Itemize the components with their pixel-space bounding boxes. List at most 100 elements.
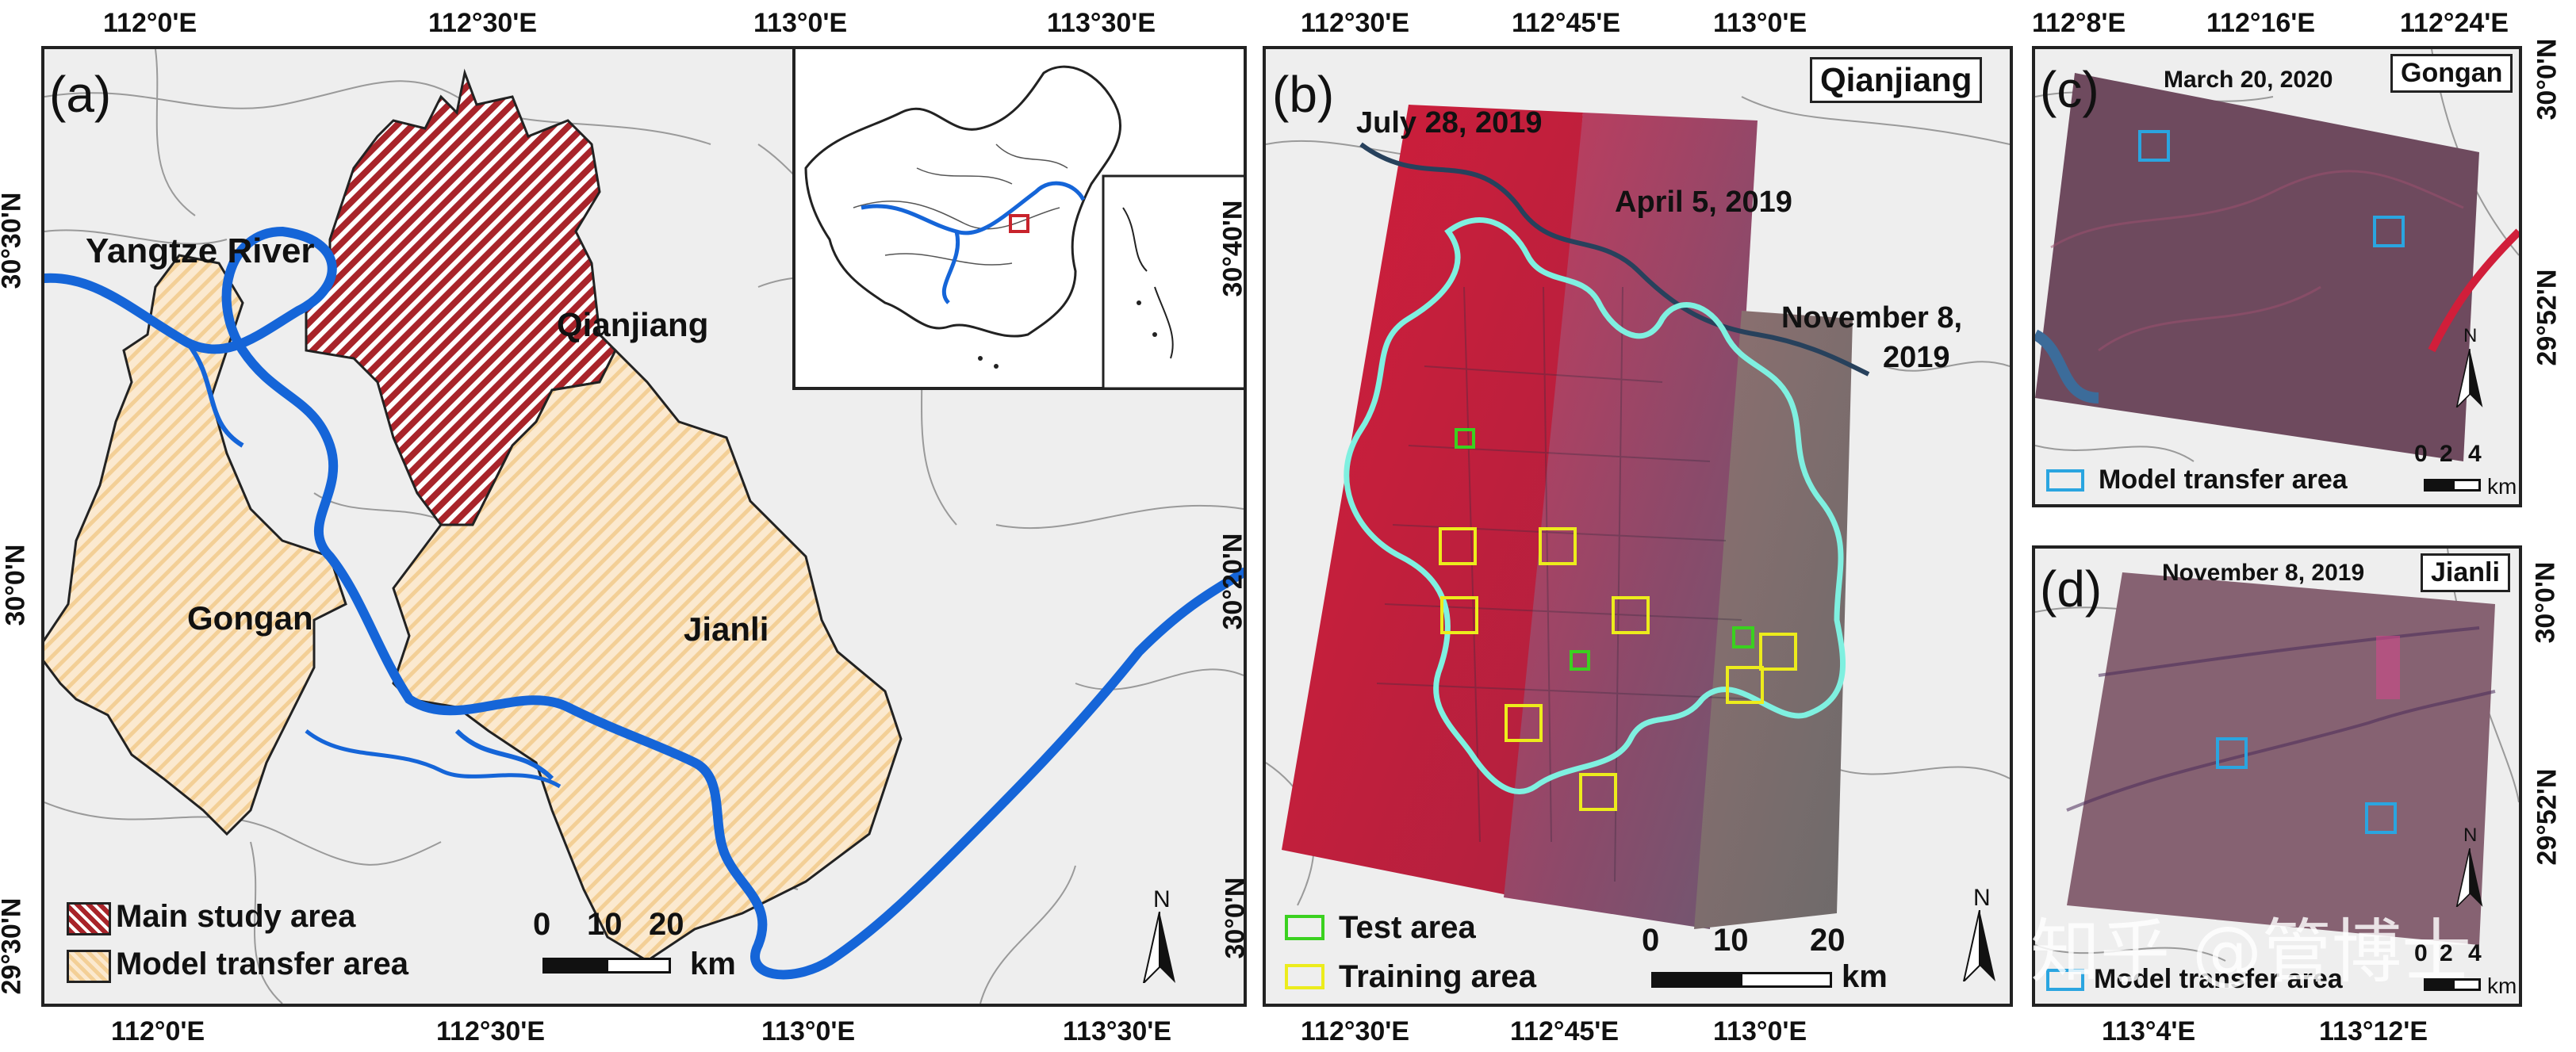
panel-a-map bbox=[41, 46, 1247, 1007]
scale-a-20: 20 bbox=[649, 907, 684, 942]
panel-a-bottom-tick: 113°30'E bbox=[1063, 1016, 1172, 1046]
panel-a-svg bbox=[44, 49, 1244, 1004]
jianli-label: Jianli bbox=[684, 610, 769, 648]
yangtze-river bbox=[44, 226, 1244, 980]
qianjiang-label: Qianjiang bbox=[557, 306, 709, 343]
panel-d-date: November 8, 2019 bbox=[2162, 560, 2365, 586]
scale-b-unit: km bbox=[1842, 959, 1888, 994]
panel-a-left-tick: 29°30'N bbox=[0, 897, 27, 995]
panel-c-map bbox=[2032, 46, 2522, 507]
panel-b-left-tick: 30°40'N bbox=[1217, 200, 1248, 297]
legend-transfer-swatch bbox=[67, 950, 111, 983]
north-d-label: N bbox=[2463, 824, 2478, 846]
legend-c-swatch bbox=[2046, 469, 2084, 492]
panel-c-right-tick: 29°52'N bbox=[2532, 269, 2563, 366]
scale-b-10: 10 bbox=[1713, 923, 1749, 958]
panel-b-left-tick: 30°0'N bbox=[1220, 877, 1251, 959]
china-inset bbox=[792, 49, 1244, 390]
panel-d-svg bbox=[2035, 549, 2519, 962]
scale-c-unit: km bbox=[2487, 474, 2517, 499]
jianli-region bbox=[392, 348, 903, 962]
scale-c-4: 4 bbox=[2468, 441, 2482, 467]
legend-test-swatch bbox=[1285, 915, 1324, 940]
legend-d-label: Model transfer area bbox=[2094, 964, 2343, 994]
river-label: Yangtze River bbox=[86, 231, 315, 270]
test-areas bbox=[1455, 428, 1754, 671]
training-areas bbox=[1439, 527, 1797, 811]
date-november-year: 2019 bbox=[1883, 341, 1950, 374]
north-b-label: N bbox=[1973, 885, 1991, 911]
panel-c-top-tick: 112°8'E bbox=[2032, 8, 2126, 38]
scale-a-unit: km bbox=[690, 947, 736, 981]
qianjiang-boundary bbox=[1344, 217, 1846, 794]
gongan-label: Gongan bbox=[187, 599, 313, 637]
panel-a-top-tick: 112°0'E bbox=[103, 8, 197, 38]
scale-a-0: 0 bbox=[533, 907, 551, 942]
panel-b-svg bbox=[1266, 96, 2010, 929]
scale-d-0: 0 bbox=[2414, 940, 2428, 966]
panel-a-bottom-tick: 113°0'E bbox=[761, 1016, 856, 1046]
panel-b-bottom-tick: 113°0'E bbox=[1713, 1016, 1807, 1046]
scale-bar-b bbox=[1651, 972, 1832, 988]
panel-a-left-tick: 30°30'N bbox=[0, 192, 27, 289]
panel-a-left-tick: 30°0'N bbox=[0, 544, 31, 626]
panel-d-bottom-tick: 113°4'E bbox=[2102, 1016, 2196, 1046]
image-strip-july bbox=[1282, 105, 1583, 897]
scale-a-10: 10 bbox=[587, 907, 623, 942]
legend-c-label: Model transfer area bbox=[2099, 465, 2348, 495]
scale-b-0: 0 bbox=[1642, 923, 1660, 958]
panel-b-left-tick: 30°20'N bbox=[1217, 533, 1248, 630]
watermark-text: 知乎 @管博士 bbox=[2030, 911, 2471, 993]
panel-a-top-tick: 112°30'E bbox=[428, 8, 538, 38]
north-arrow-a-icon bbox=[1142, 912, 1175, 983]
scale-d-4: 4 bbox=[2468, 940, 2482, 966]
north-arrow-c-icon bbox=[2455, 349, 2483, 407]
north-arrow-b-icon bbox=[1962, 910, 1995, 981]
panel-b-bottom-tick: 112°30'E bbox=[1301, 1016, 1410, 1046]
panel-b-top-tick: 112°45'E bbox=[1512, 8, 1621, 38]
date-november: November 8, bbox=[1781, 301, 1963, 335]
panel-a-top-tick: 113°30'E bbox=[1047, 8, 1156, 38]
gongan-image bbox=[2035, 73, 2479, 461]
north-c-label: N bbox=[2463, 325, 2478, 346]
scale-d-2: 2 bbox=[2440, 940, 2453, 966]
legend-transfer-label: Model transfer area bbox=[116, 947, 409, 981]
scale-bar-d bbox=[2424, 978, 2481, 991]
panel-d-right-tick: 29°52'N bbox=[2532, 768, 2563, 866]
panel-d-title: Jianli bbox=[2421, 553, 2510, 592]
legend-test-label: Test area bbox=[1339, 910, 1476, 945]
scale-b-20: 20 bbox=[1810, 923, 1846, 958]
panel-b-top-tick: 112°30'E bbox=[1301, 8, 1410, 38]
scale-c-0: 0 bbox=[2414, 441, 2428, 467]
panel-a-label: (a) bbox=[49, 66, 112, 123]
legend-d-swatch bbox=[2046, 969, 2084, 991]
scale-c-2: 2 bbox=[2440, 441, 2453, 467]
panel-a-bottom-tick: 112°0'E bbox=[111, 1016, 205, 1046]
panel-c-label: (c) bbox=[2040, 61, 2099, 118]
panel-d-bottom-tick: 113°12'E bbox=[2319, 1016, 2428, 1046]
legend-training-label: Training area bbox=[1339, 959, 1536, 994]
panel-c-right-tick: 30°0'N bbox=[2532, 38, 2563, 121]
panel-a-top-tick: 113°0'E bbox=[753, 8, 848, 38]
image-strip-nov bbox=[1694, 311, 1853, 929]
panel-a-bottom-tick: 112°30'E bbox=[436, 1016, 546, 1046]
panel-c-top-tick: 112°16'E bbox=[2206, 8, 2316, 38]
jianli-image bbox=[2067, 572, 2495, 945]
scale-bar-a bbox=[542, 958, 671, 974]
panel-b-label: (b) bbox=[1272, 66, 1335, 123]
panel-b-bottom-tick: 112°45'E bbox=[1510, 1016, 1620, 1046]
panel-d-label: (d) bbox=[2040, 560, 2103, 618]
panel-b-map bbox=[1263, 46, 2013, 1007]
legend-training-swatch bbox=[1285, 964, 1324, 989]
panel-b-top-tick: 113°0'E bbox=[1713, 8, 1807, 38]
legend-main-label: Main study area bbox=[116, 899, 356, 934]
north-a-label: N bbox=[1153, 886, 1171, 912]
panel-c-svg bbox=[2035, 49, 2519, 462]
panel-c-top-tick: 112°24'E bbox=[2400, 8, 2509, 38]
panel-c-date: March 20, 2020 bbox=[2164, 67, 2333, 93]
date-july: July 28, 2019 bbox=[1356, 106, 1543, 140]
panel-d-map bbox=[2032, 545, 2522, 1007]
panel-b-title: Qianjiang bbox=[1810, 57, 1983, 103]
north-arrow-d-icon bbox=[2455, 848, 2483, 907]
date-april: April 5, 2019 bbox=[1615, 186, 1792, 219]
